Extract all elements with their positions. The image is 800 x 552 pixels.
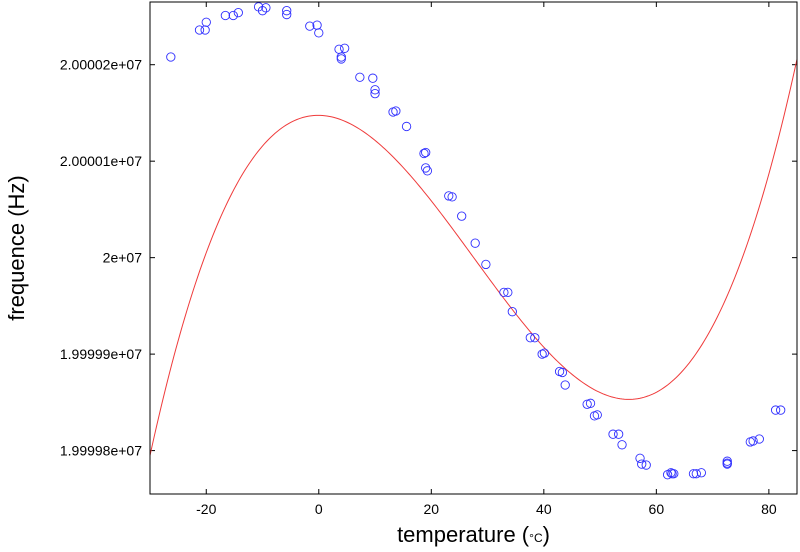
y-tick-label: 2e+07 bbox=[103, 250, 143, 266]
data-point bbox=[305, 21, 315, 31]
data-point bbox=[722, 456, 732, 466]
data-point bbox=[334, 44, 344, 54]
data-point bbox=[748, 436, 758, 446]
data-point bbox=[200, 25, 210, 35]
data-point bbox=[368, 73, 378, 83]
data-point bbox=[282, 6, 292, 16]
y-tick-label: 1.99999e+07 bbox=[60, 346, 142, 362]
data-point bbox=[530, 333, 540, 343]
data-point bbox=[499, 287, 509, 298]
data-point bbox=[525, 333, 535, 343]
data-point bbox=[470, 238, 480, 248]
fit-curve bbox=[150, 59, 797, 456]
data-point bbox=[481, 259, 491, 270]
data-point bbox=[592, 410, 602, 420]
x-tick-label: -20 bbox=[196, 501, 216, 517]
data-point bbox=[614, 429, 624, 439]
data-point bbox=[401, 121, 412, 132]
x-tick-label: 60 bbox=[649, 501, 665, 517]
y-tick-label: 1.99998e+07 bbox=[60, 443, 142, 459]
data-point bbox=[314, 28, 324, 38]
x-tick-label: 80 bbox=[761, 501, 777, 517]
data-point bbox=[722, 459, 732, 469]
data-point bbox=[257, 6, 268, 16]
data-point bbox=[560, 380, 570, 390]
data-point bbox=[419, 148, 429, 159]
data-point bbox=[635, 453, 645, 463]
data-point bbox=[336, 54, 346, 64]
data-point bbox=[340, 43, 350, 53]
data-point bbox=[696, 468, 707, 478]
data-point bbox=[457, 211, 467, 221]
data-point bbox=[233, 7, 243, 18]
plot-frame bbox=[149, 1, 798, 495]
data-point bbox=[194, 25, 205, 35]
data-point bbox=[228, 10, 238, 21]
data-point bbox=[641, 460, 651, 470]
data-point bbox=[391, 106, 401, 116]
fit-layer bbox=[150, 59, 797, 456]
data-point bbox=[444, 191, 454, 201]
y-axis-title: frequence (Hz) bbox=[4, 175, 29, 321]
data-point bbox=[166, 52, 176, 62]
x-axis-unit: °C bbox=[529, 531, 543, 545]
data-point bbox=[617, 440, 627, 450]
ticks-group bbox=[150, 2, 797, 494]
x-axis-unit-close: ) bbox=[543, 522, 550, 547]
y-tick-label: 2.00001e+07 bbox=[60, 153, 142, 169]
data-point bbox=[585, 398, 596, 408]
data-point bbox=[336, 52, 346, 62]
data-point bbox=[261, 3, 271, 13]
data-point bbox=[282, 9, 292, 20]
data-point bbox=[421, 163, 431, 173]
data-point bbox=[355, 72, 365, 82]
data-point bbox=[201, 17, 211, 27]
data-point bbox=[507, 307, 517, 317]
data-point bbox=[608, 429, 618, 439]
data-point bbox=[503, 287, 513, 298]
data-point bbox=[421, 147, 431, 158]
data-point bbox=[220, 10, 231, 21]
x-tick-label: 20 bbox=[424, 501, 440, 517]
data-point bbox=[669, 469, 679, 479]
x-axis-title: temperature (°C) bbox=[397, 522, 550, 547]
data-point bbox=[557, 367, 568, 378]
data-point bbox=[770, 405, 781, 415]
data-point bbox=[539, 348, 550, 358]
data-point bbox=[582, 399, 592, 409]
data-point bbox=[637, 459, 647, 469]
x-axis-label: temperature bbox=[397, 522, 516, 547]
x-tick-label: 40 bbox=[536, 501, 552, 517]
tick-labels-group: -20 0 20 40 60 80 1.99998e+07 1.99999e+07 2e+07 2… bbox=[60, 57, 777, 517]
data-point bbox=[370, 85, 380, 95]
data-point bbox=[776, 405, 786, 415]
data-point bbox=[754, 434, 764, 444]
points-layer bbox=[166, 2, 786, 480]
data-point bbox=[537, 349, 547, 359]
data-point bbox=[447, 192, 457, 202]
data-point bbox=[691, 469, 701, 479]
x-tick-label: 0 bbox=[315, 501, 323, 517]
y-tick-label: 2.00002e+07 bbox=[60, 57, 142, 73]
data-point bbox=[370, 89, 380, 99]
x-axis-unit-open: ( bbox=[516, 522, 530, 547]
data-point bbox=[422, 166, 433, 176]
